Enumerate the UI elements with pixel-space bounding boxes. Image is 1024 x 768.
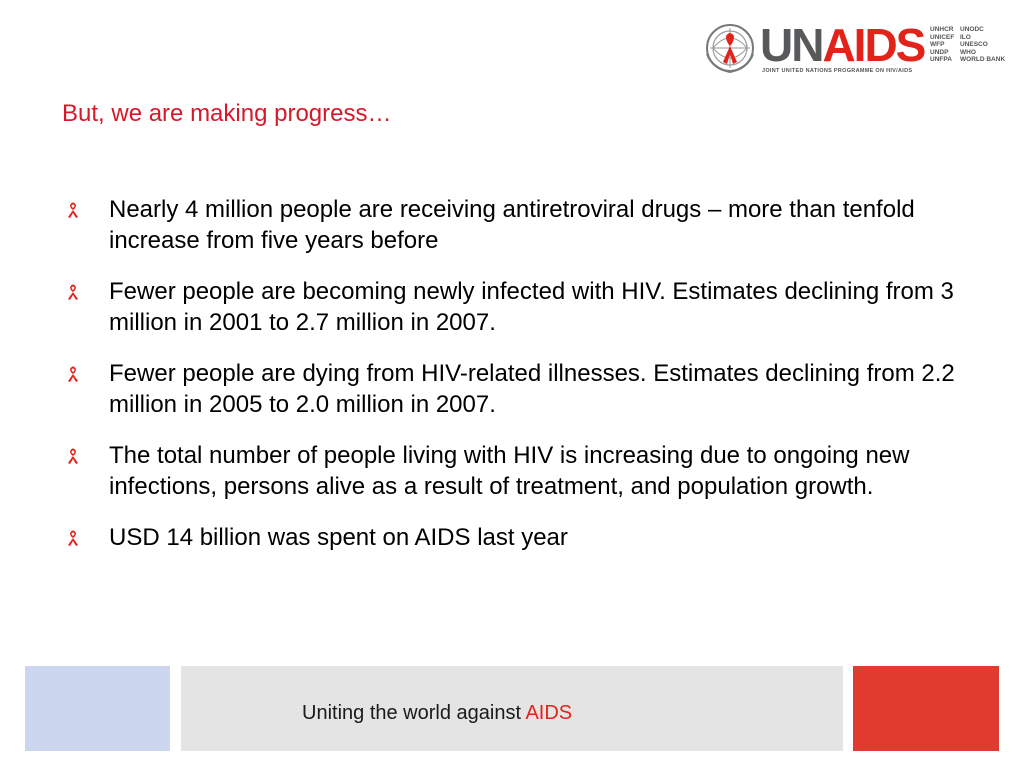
footer-slogan: Uniting the world against AIDS	[302, 702, 572, 725]
cosponsor-name: UNICEF	[930, 33, 955, 41]
bullet-text: The total number of people living with H…	[109, 442, 910, 500]
unaids-wordmark: UNAIDS	[760, 19, 926, 71]
bullet-text: USD 14 billion was spent on AIDS last ye…	[109, 524, 568, 551]
red-ribbon-icon	[68, 284, 78, 300]
cosponsor-name: WHO	[960, 48, 976, 56]
bullet-list: Nearly 4 million people are receiving an…	[64, 194, 984, 573]
footer-slogan-main: Uniting the world against	[302, 702, 526, 724]
bullet-item: Fewer people are becoming newly infected…	[64, 276, 984, 338]
footer-block-red	[853, 666, 999, 751]
red-ribbon-icon	[68, 366, 78, 382]
red-ribbon-icon	[68, 530, 78, 546]
bullet-item: The total number of people living with H…	[64, 440, 984, 502]
unaids-logo: UNAIDS JOINT UNITED NATIONS PROGRAMME ON…	[700, 18, 1012, 80]
red-ribbon-icon	[68, 202, 78, 218]
bullet-item: Fewer people are dying from HIV-related …	[64, 358, 984, 420]
bullet-text: Fewer people are dying from HIV-related …	[109, 360, 955, 418]
cosponsor-name: UNDP	[930, 48, 949, 56]
footer-block-blue	[25, 666, 170, 751]
cosponsor-name: UNODC	[960, 26, 984, 33]
un-emblem-with-ribbon-icon	[706, 24, 754, 74]
footer-block-grey	[181, 666, 843, 751]
wordmark-un: UN	[760, 19, 824, 71]
cosponsors-column-2: UNODC ILO UNESCO WHO WORLD BANK	[960, 26, 1005, 64]
bullet-text: Nearly 4 million people are receiving an…	[109, 196, 915, 254]
wordmark-aids: AIDS	[822, 19, 926, 71]
cosponsor-name: ILO	[960, 33, 971, 41]
footer-slogan-accent: AIDS	[525, 702, 573, 724]
bullet-text: Fewer people are becoming newly infected…	[109, 278, 954, 336]
cosponsor-name: WFP	[930, 41, 945, 48]
cosponsor-name: UNHCR	[930, 26, 954, 33]
slide-title: But, we are making progress…	[62, 100, 392, 127]
cosponsor-name: WORLD BANK	[960, 56, 1006, 63]
red-ribbon-icon	[68, 448, 78, 464]
bullet-item: USD 14 billion was spent on AIDS last ye…	[64, 522, 984, 553]
bullet-item: Nearly 4 million people are receiving an…	[64, 194, 984, 256]
cosponsor-name: UNESCO	[960, 41, 988, 48]
logo-tagline: JOINT UNITED NATIONS PROGRAMME ON HIV/AI…	[762, 68, 913, 74]
cosponsors-column-1: UNHCR UNICEF WFP UNDP UNFPA	[930, 26, 954, 64]
cosponsor-name: UNFPA	[930, 56, 952, 63]
